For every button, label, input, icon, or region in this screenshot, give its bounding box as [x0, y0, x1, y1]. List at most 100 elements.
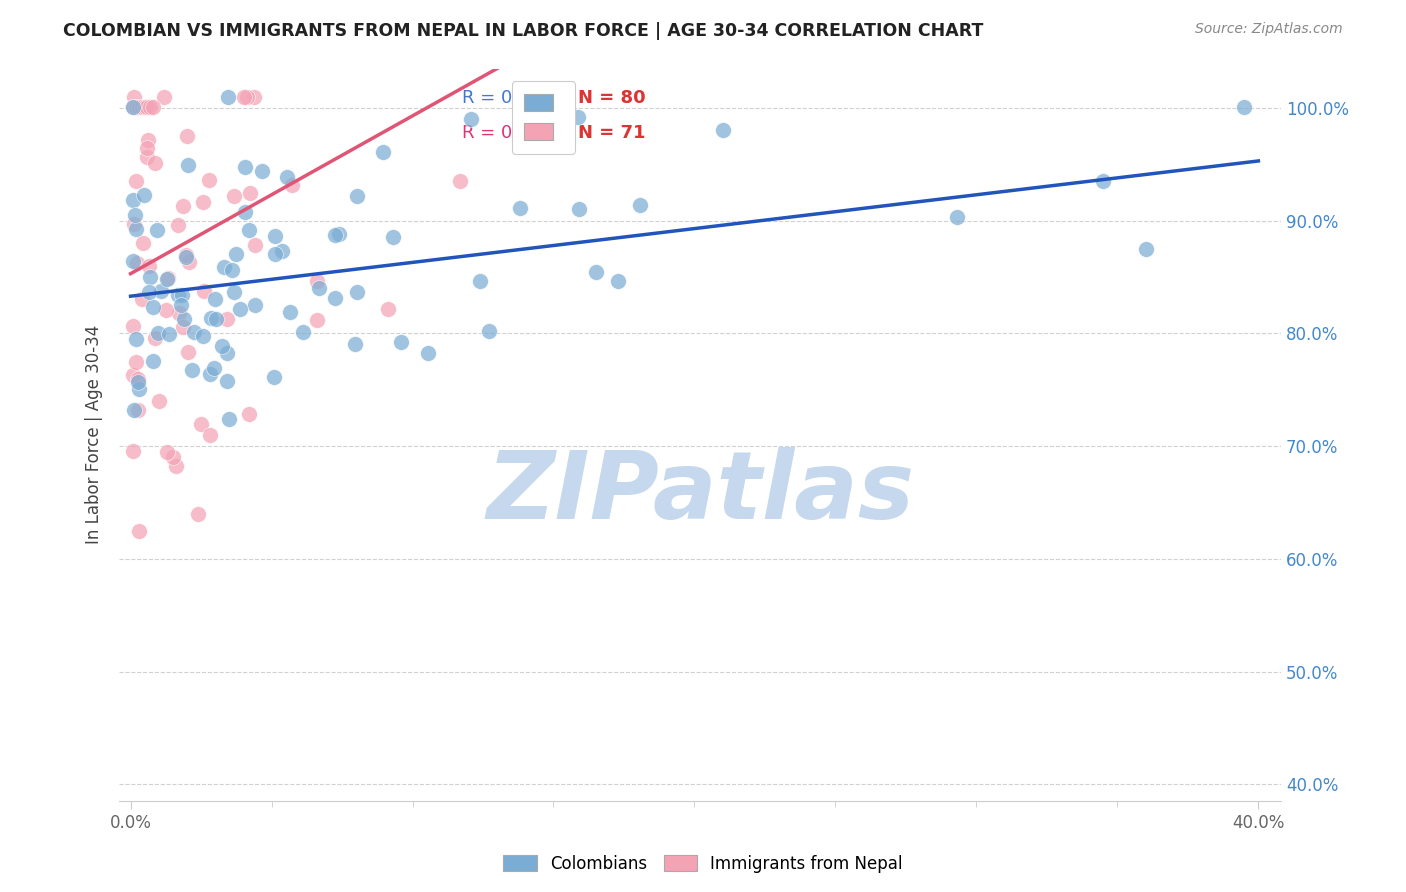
Point — [125, 332, 148, 346]
Point — [215, 346, 238, 360]
Point — [176, 345, 198, 359]
Point — [148, 394, 170, 409]
Point — [252, 164, 274, 178]
Point — [183, 325, 205, 339]
Point — [146, 326, 169, 341]
Point — [153, 89, 176, 103]
Point — [142, 100, 165, 114]
Point — [371, 145, 394, 159]
Point — [131, 292, 153, 306]
Point — [125, 100, 148, 114]
Point — [271, 244, 294, 258]
Point — [172, 198, 194, 212]
Point — [125, 355, 148, 369]
Point — [193, 285, 215, 299]
Legend: , : , — [512, 81, 575, 154]
Point — [172, 320, 194, 334]
Point — [222, 285, 245, 299]
Point — [509, 201, 531, 215]
Point — [122, 100, 145, 114]
Point — [278, 304, 301, 318]
Point — [149, 285, 172, 299]
Point — [167, 305, 190, 319]
Text: N = 80: N = 80 — [578, 89, 645, 107]
Point — [143, 155, 166, 169]
Point — [127, 372, 149, 386]
Text: R = 0.184: R = 0.184 — [463, 124, 553, 142]
Point — [173, 312, 195, 326]
Point — [346, 285, 368, 300]
Point — [138, 260, 160, 274]
Text: COLOMBIAN VS IMMIGRANTS FROM NEPAL IN LABOR FORCE | AGE 30-34 CORRELATION CHART: COLOMBIAN VS IMMIGRANTS FROM NEPAL IN LA… — [63, 22, 984, 40]
Point — [711, 122, 734, 136]
Point — [346, 189, 368, 203]
Point — [134, 188, 156, 202]
Point — [122, 368, 145, 382]
Point — [122, 193, 145, 207]
Point — [142, 300, 165, 314]
Point — [460, 112, 482, 127]
Point — [172, 288, 194, 302]
Point — [125, 221, 148, 235]
Text: R = 0.413: R = 0.413 — [463, 89, 553, 107]
Point — [945, 211, 967, 225]
Point — [218, 411, 240, 425]
Point — [323, 291, 346, 305]
Point — [628, 197, 651, 211]
Point — [127, 403, 149, 417]
Point — [264, 229, 287, 244]
Point — [212, 260, 235, 274]
Point — [174, 251, 197, 265]
Point — [170, 298, 193, 312]
Point — [142, 354, 165, 368]
Point — [478, 324, 501, 338]
Point — [225, 247, 247, 261]
Point — [187, 507, 209, 521]
Point — [242, 89, 264, 103]
Point — [308, 281, 330, 295]
Point — [325, 227, 347, 242]
Point — [276, 169, 298, 184]
Point — [131, 100, 153, 114]
Point — [607, 274, 630, 288]
Point — [174, 248, 197, 262]
Point — [416, 346, 439, 360]
Point — [243, 238, 266, 252]
Point — [191, 194, 214, 209]
Point — [132, 235, 155, 250]
Point — [211, 339, 233, 353]
Point — [238, 223, 260, 237]
Point — [157, 326, 180, 341]
Point — [156, 444, 179, 458]
Point — [217, 89, 239, 103]
Point — [191, 329, 214, 343]
Point — [468, 274, 491, 288]
Point — [128, 100, 150, 114]
Point — [136, 100, 159, 114]
Point — [239, 186, 262, 200]
Point — [238, 407, 260, 421]
Point — [585, 265, 607, 279]
Point — [145, 223, 167, 237]
Point — [179, 255, 201, 269]
Text: Source: ZipAtlas.com: Source: ZipAtlas.com — [1195, 22, 1343, 37]
Point — [177, 158, 200, 172]
Point — [1233, 100, 1256, 114]
Point — [389, 335, 412, 350]
Point — [155, 302, 177, 317]
Point — [122, 319, 145, 334]
Point — [138, 270, 160, 285]
Point — [377, 301, 399, 316]
Point — [167, 287, 190, 301]
Point — [124, 208, 146, 222]
Point — [222, 189, 245, 203]
Point — [138, 285, 160, 300]
Point — [264, 246, 287, 260]
Point — [305, 274, 328, 288]
Point — [122, 217, 145, 231]
Point — [139, 100, 162, 114]
Point — [221, 263, 243, 277]
Point — [162, 450, 184, 465]
Text: ZIPatlas: ZIPatlas — [486, 448, 914, 540]
Point — [1135, 242, 1157, 256]
